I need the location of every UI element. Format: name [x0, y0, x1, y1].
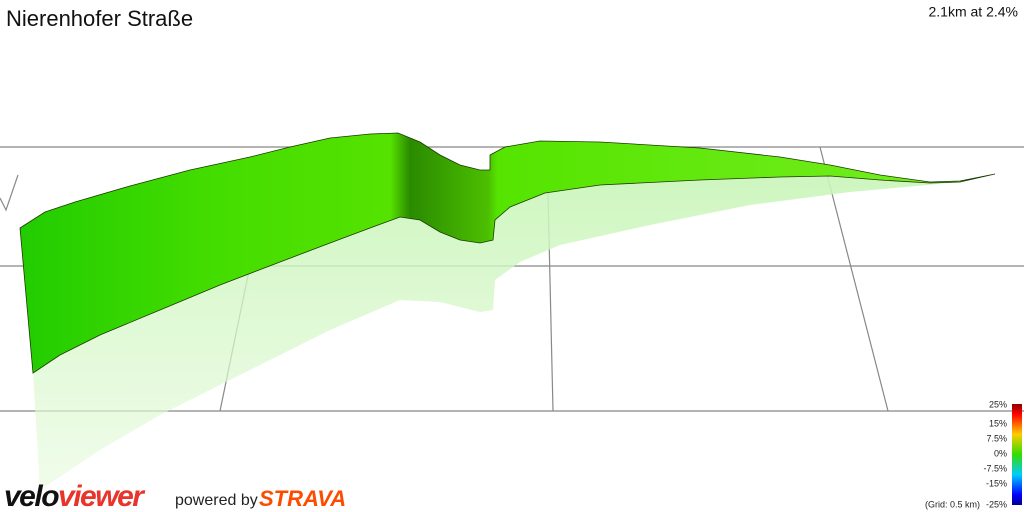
powered-by: powered by [175, 492, 258, 509]
scale-label: -25% [986, 499, 1007, 509]
scale-label: 0% [994, 448, 1007, 458]
summary: 2.1km at 2.4% [929, 4, 1019, 20]
scale-label: 7.5% [986, 433, 1007, 443]
logo-part: viewer [58, 480, 146, 512]
gradient-scale [1012, 404, 1022, 505]
grid-note: (Grid: 0.5 km) [925, 499, 980, 509]
shadow [33, 174, 995, 490]
logo: veloviewer [4, 480, 146, 512]
partner-logo: STRAVA [259, 486, 346, 511]
scale-label: 25% [989, 399, 1007, 409]
scale-label: 15% [989, 418, 1007, 428]
profile-wall [19, 132, 996, 374]
scale-label: -7.5% [983, 463, 1007, 473]
logo-part: velo [4, 480, 59, 512]
scale-label: -15% [986, 478, 1007, 488]
title: Nierenhofer Straße [6, 6, 193, 31]
